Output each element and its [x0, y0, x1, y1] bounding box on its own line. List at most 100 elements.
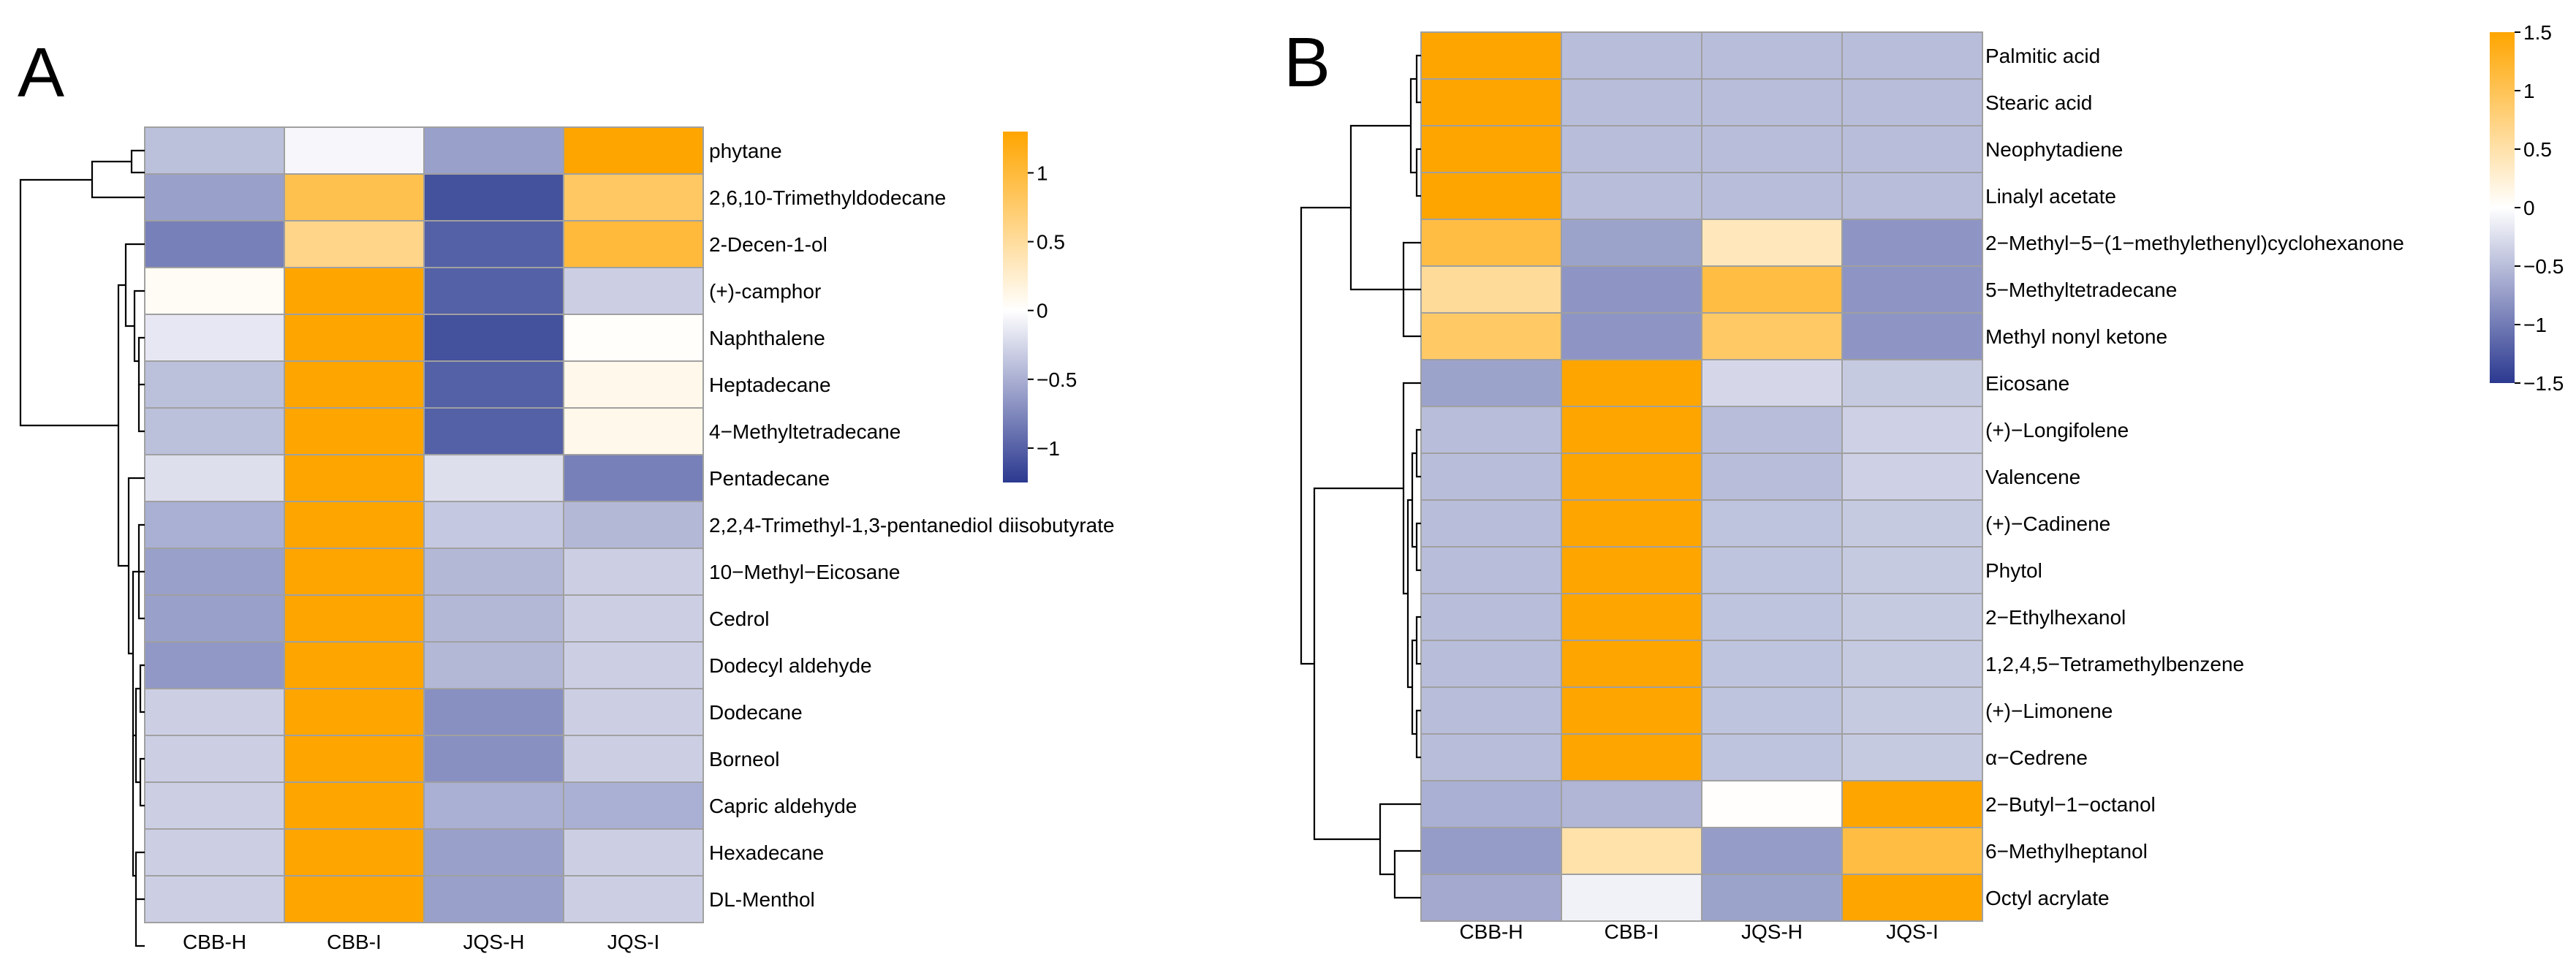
panel-label-b: B	[1284, 23, 1330, 102]
heatmap-cell	[284, 360, 425, 409]
column-labels-a: CBB-H CBB-I JQS-H JQS-I	[183, 931, 659, 953]
heatmap-cell	[284, 594, 425, 643]
heatmap-cell	[1420, 640, 1562, 688]
heatmap-cell	[423, 360, 564, 409]
heatmap-cell	[144, 828, 285, 877]
row-label: Hexadecane	[709, 841, 824, 864]
heatmap-cell	[1841, 31, 1983, 80]
row-label: 2-Decen-1-ol	[709, 233, 827, 256]
heatmap-cell	[1841, 593, 1983, 641]
heatmap-cell	[1420, 31, 1562, 80]
heatmap-cell	[1420, 874, 1562, 922]
colorbar-tick-label: 0.5	[1037, 231, 1065, 254]
heatmap-cell	[1701, 453, 1843, 501]
heatmap-cell	[1841, 499, 1983, 548]
heatmap-cells-b	[1420, 31, 1983, 922]
heatmap-cell	[1561, 219, 1702, 267]
heatmap-cell	[1701, 827, 1843, 875]
heatmap-cell	[1561, 312, 1702, 360]
row-label: α−Cedrene	[1985, 746, 2088, 769]
row-label: Pentadecane	[709, 467, 830, 490]
row-labels-b: Palmitic acid Stearic acid Neophytadiene Li…	[1985, 45, 2404, 909]
heatmap-cell	[1701, 499, 1843, 548]
colorbar-tick-label: 0.5	[2523, 138, 2552, 161]
heatmap-cell	[1420, 733, 1562, 781]
heatmap-cell	[423, 267, 564, 315]
heatmap-cell	[284, 267, 425, 315]
row-dendrogram-a	[19, 149, 145, 947]
column-label: CBB-I	[327, 931, 382, 953]
heatmap-cell	[1420, 453, 1562, 501]
heatmap-cell	[1701, 265, 1843, 314]
heatmap-cell	[144, 501, 285, 549]
heatmap-cell	[144, 641, 285, 689]
heatmap-cell	[1420, 265, 1562, 314]
heatmap-cell	[144, 360, 285, 409]
heatmap-cell	[1841, 640, 1983, 688]
heatmap-cell	[423, 314, 564, 362]
heatmap-cell	[423, 501, 564, 549]
heatmap-cell	[284, 781, 425, 830]
row-label: Valencene	[1985, 466, 2080, 488]
heatmap-cell	[144, 314, 285, 362]
row-label: Borneol	[709, 748, 780, 771]
panel-label-a: A	[18, 34, 64, 112]
colorbar-tick-label: 1.5	[2523, 21, 2552, 44]
heatmap-cell	[563, 501, 704, 549]
heatmap-cell	[284, 501, 425, 549]
colorbar-tick-label: −1.5	[2523, 372, 2564, 395]
heatmap-cell	[563, 735, 704, 783]
heatmap-cell	[423, 641, 564, 689]
heatmap-cell	[1841, 359, 1983, 407]
heatmap-cell	[1841, 406, 1983, 454]
heatmap-cell	[563, 126, 704, 175]
column-label: JQS-H	[463, 931, 525, 953]
heatmap-cell	[1561, 640, 1702, 688]
heatmap-cell	[144, 781, 285, 830]
heatmap-cell	[1561, 546, 1702, 594]
colorbar-a: 1 0.5 0 −0.5 −1	[1003, 132, 1077, 482]
heatmap-cell	[144, 407, 285, 455]
heatmap-cell	[1561, 453, 1702, 501]
heatmap-cell	[1701, 686, 1843, 735]
heatmap-cell	[144, 688, 285, 736]
heatmap-cell	[1420, 172, 1562, 220]
heatmap-cell	[563, 454, 704, 502]
heatmap-cell	[1841, 827, 1983, 875]
heatmap-cell	[1841, 78, 1983, 126]
row-label: phytane	[709, 140, 782, 162]
heatmap-cell	[284, 548, 425, 596]
row-label: Naphthalene	[709, 327, 825, 349]
heatmap-cell	[1701, 312, 1843, 360]
row-label: Dodecane	[709, 701, 803, 724]
colorbar-ticks-b: 1.5 1 0.5 0 −0.5 −1 −1.5	[2515, 21, 2564, 395]
heatmap-cell	[1841, 312, 1983, 360]
heatmap-cell	[1420, 406, 1562, 454]
colorbar-gradient-b	[2490, 32, 2515, 383]
heatmap-cell	[423, 688, 564, 736]
colorbar-tick-label: 1	[1037, 162, 1048, 184]
heatmap-cell	[284, 454, 425, 502]
heatmap-cell	[1561, 359, 1702, 407]
heatmap-cell	[563, 875, 704, 923]
row-label: 2,6,10-Trimethyldodecane	[709, 186, 946, 209]
heatmap-cell	[423, 594, 564, 643]
heatmap-cell	[284, 220, 425, 268]
row-label: Heptadecane	[709, 374, 831, 396]
heatmap-cell	[1561, 406, 1702, 454]
heatmap-cell	[144, 875, 285, 923]
heatmap-cell	[1420, 125, 1562, 173]
row-label: Octyl acrylate	[1985, 887, 2110, 909]
heatmap-cell	[1420, 827, 1562, 875]
heatmap-panel-a: A phytane 2,6,10-Trimethyldodecane 2-Decen…	[18, 34, 1115, 953]
row-labels-a: phytane 2,6,10-Trimethyldodecane 2-Decen-1…	[709, 140, 1115, 911]
column-label: CBB-I	[1605, 920, 1659, 943]
heatmap-cell	[1420, 219, 1562, 267]
heatmap-cell	[1841, 125, 1983, 173]
row-label: Methyl nonyl ketone	[1985, 325, 2167, 348]
heatmap-cell	[563, 267, 704, 315]
colorbar-tick-label: 1	[2523, 80, 2535, 102]
row-label: 6−Methylheptanol	[1985, 840, 2148, 863]
heatmap-cell	[144, 594, 285, 643]
heatmap-cell	[1841, 546, 1983, 594]
